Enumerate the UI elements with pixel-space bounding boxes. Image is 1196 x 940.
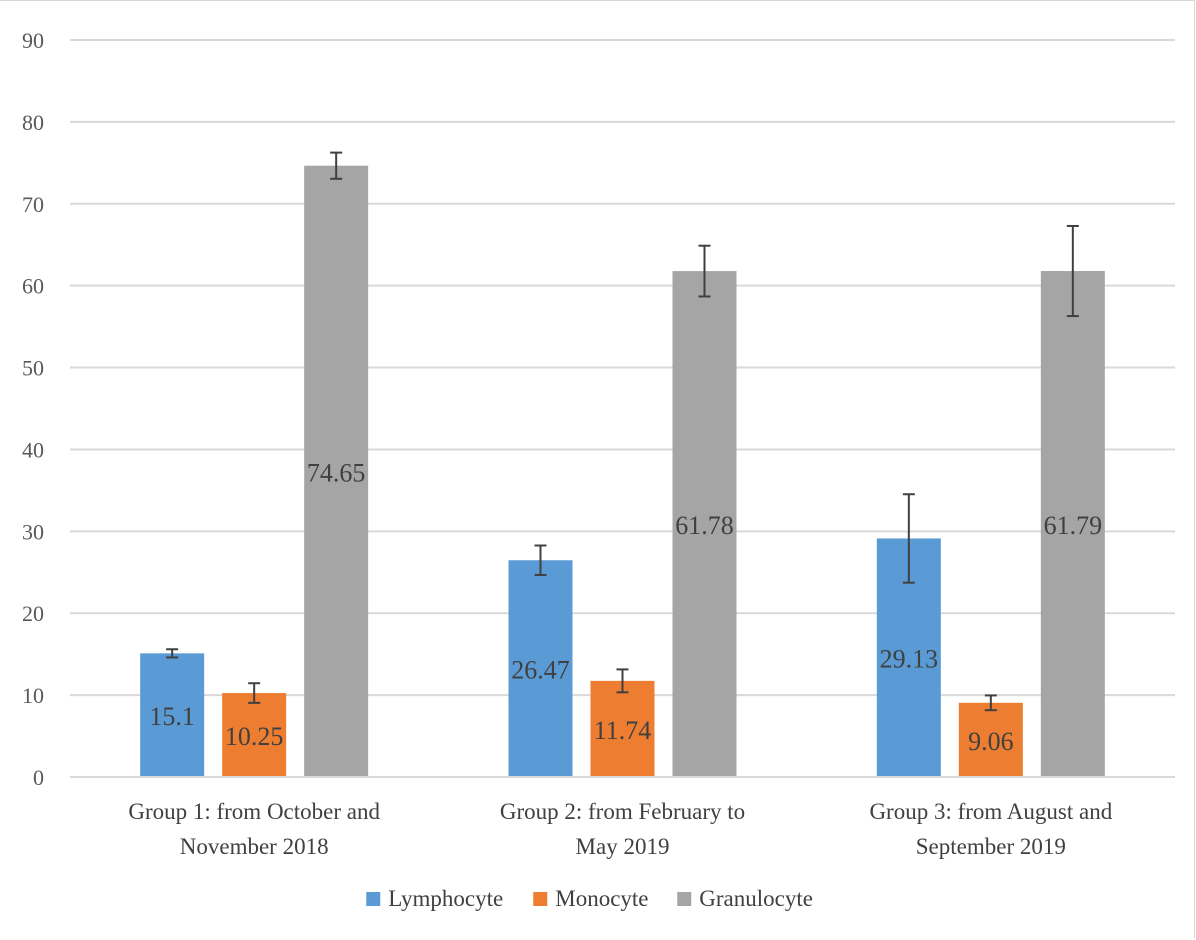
bar-monocyte [590, 680, 655, 777]
data-label: 29.13 [880, 645, 939, 674]
data-label: 74.65 [307, 458, 366, 487]
data-label: 26.47 [511, 656, 570, 685]
y-tick-label: 70 [22, 192, 44, 217]
legend-swatch-granulocyte [677, 892, 692, 906]
x-category-label: September 2019 [916, 834, 1066, 859]
x-category-label: May 2019 [576, 834, 670, 859]
x-category-label: Group 1: from October and [128, 799, 380, 824]
data-label: 61.79 [1044, 511, 1103, 540]
y-tick-label: 80 [22, 110, 44, 135]
legend-swatch-lymphocyte [366, 892, 381, 906]
x-category-label: Group 3: from August and [869, 799, 1112, 824]
bar-granulocyte [1040, 271, 1105, 777]
data-label: 61.78 [675, 511, 734, 540]
bar-lymphocyte [140, 653, 205, 777]
y-tick-label: 60 [22, 274, 44, 299]
bar-monocyte [958, 702, 1023, 777]
y-tick-label: 50 [22, 356, 44, 381]
y-tick-label: 20 [22, 601, 44, 626]
legend-label-monocyte: Monocyte [555, 886, 648, 911]
data-label: 9.06 [968, 727, 1014, 756]
y-tick-label: 10 [22, 683, 44, 708]
data-label: 15.1 [149, 702, 195, 731]
legend-label-lymphocyte: Lymphocyte [388, 886, 503, 911]
legend-swatch-monocyte [533, 892, 548, 906]
x-category-label: Group 2: from February to [500, 799, 745, 824]
legend-label-granulocyte: Granulocyte [699, 886, 813, 911]
bar-monocyte [222, 693, 287, 777]
y-tick-label: 30 [22, 519, 44, 544]
bar-granulocyte [304, 165, 369, 777]
x-category-label: November 2018 [180, 834, 329, 859]
data-label: 11.74 [594, 716, 652, 745]
y-tick-label: 40 [22, 437, 44, 462]
y-tick-label: 90 [22, 28, 44, 53]
bar-granulocyte [672, 271, 737, 777]
y-tick-label: 0 [33, 765, 44, 790]
bar-lymphocyte [508, 560, 573, 777]
data-label: 10.25 [225, 722, 284, 751]
